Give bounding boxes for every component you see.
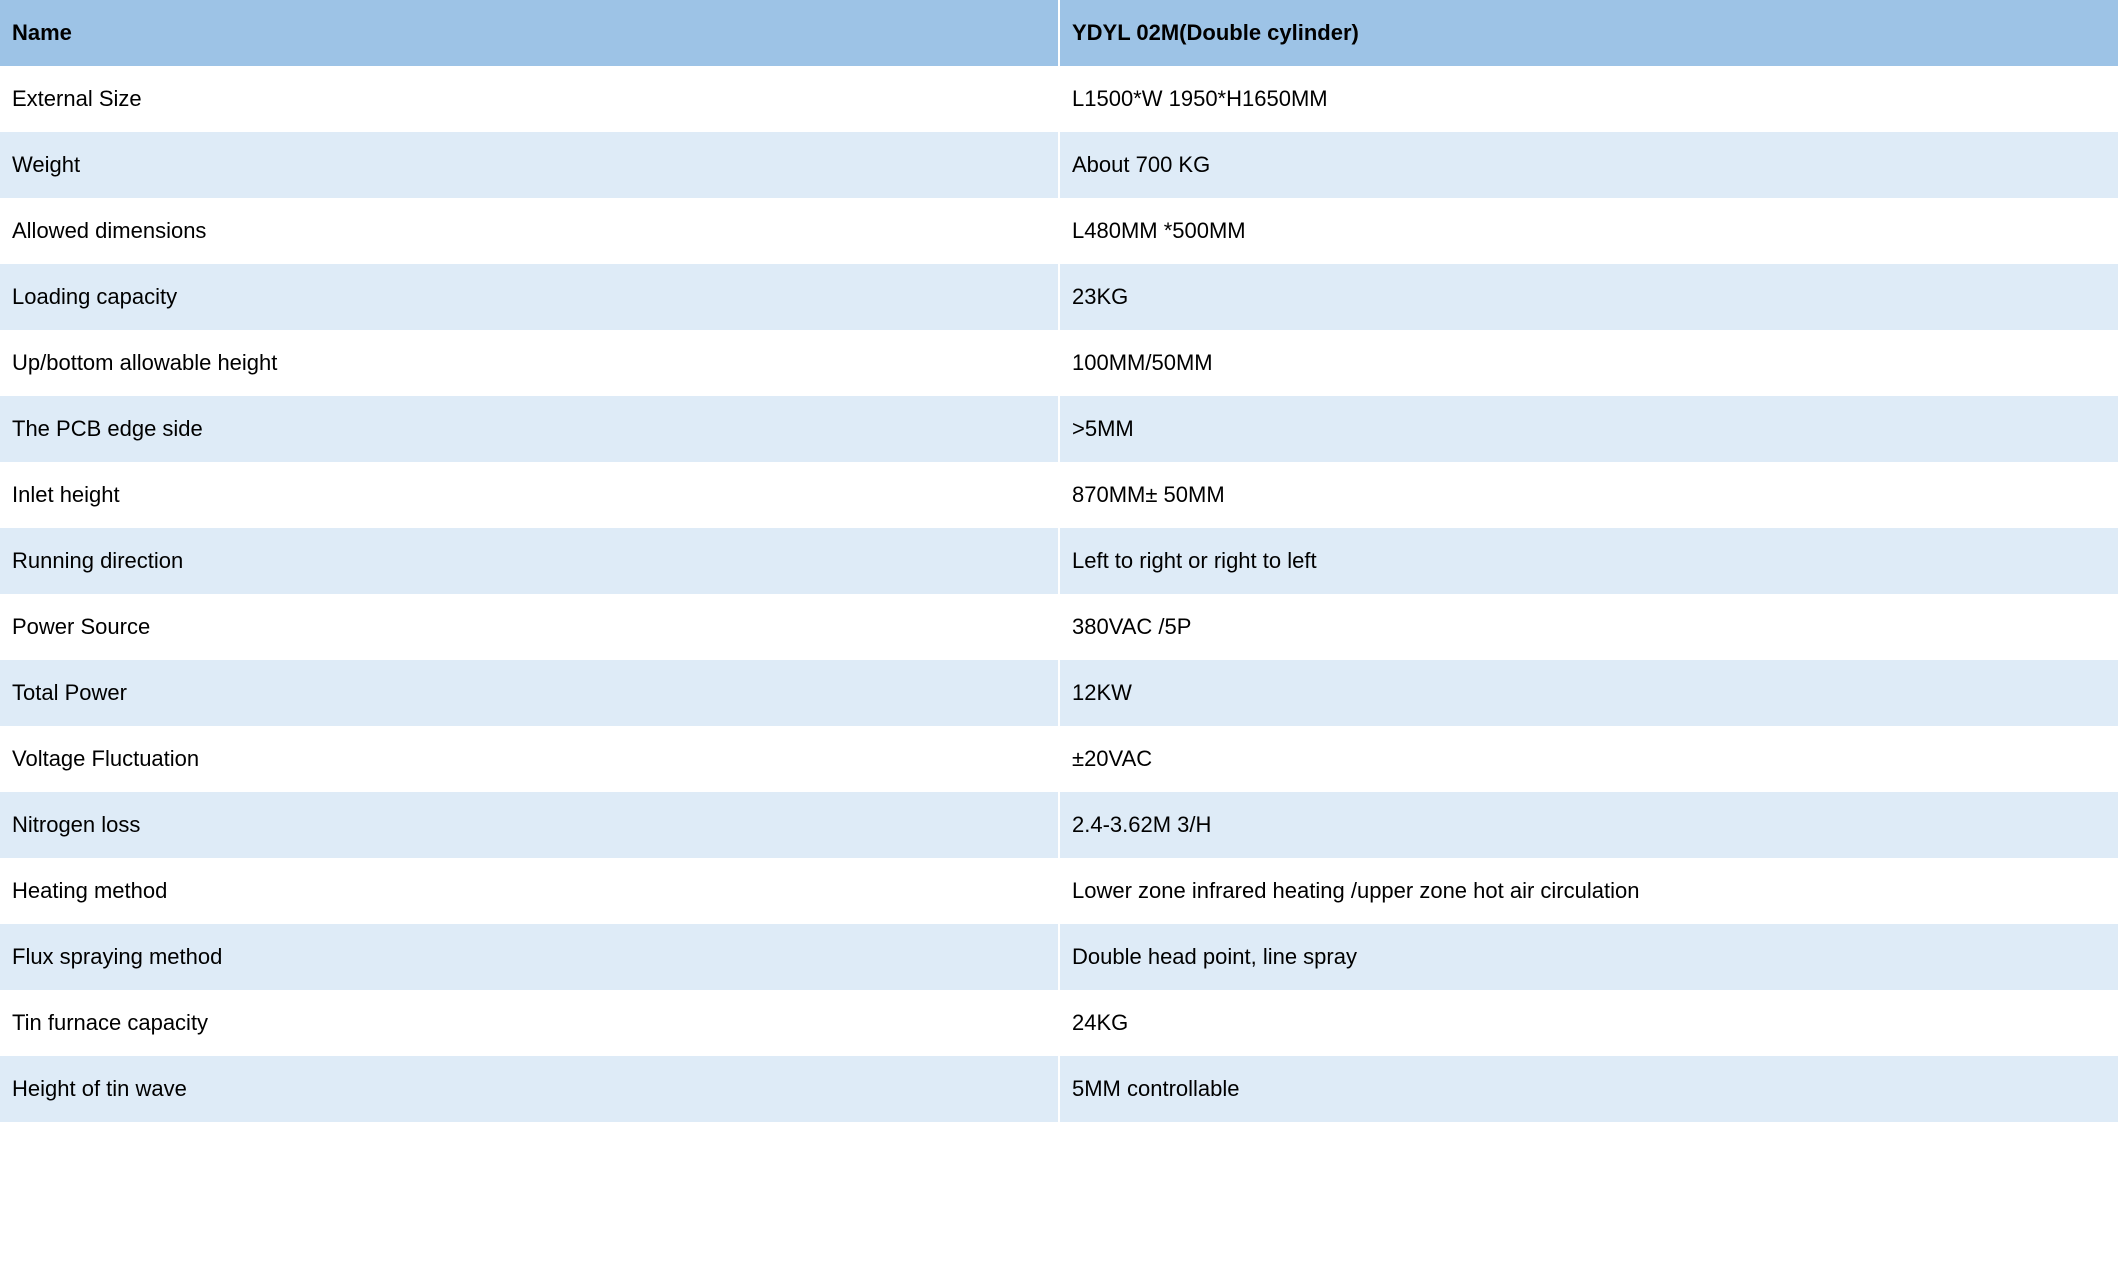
table-row: Voltage Fluctuation ±20VAC bbox=[0, 726, 2118, 792]
spec-name: Up/bottom allowable height bbox=[0, 330, 1059, 396]
spec-value: 2.4-3.62M 3/H bbox=[1059, 792, 2118, 858]
spec-value: About 700 KG bbox=[1059, 132, 2118, 198]
specification-table: Name YDYL 02M(Double cylinder) External … bbox=[0, 0, 2118, 1122]
spec-value: Lower zone infrared heating /upper zone … bbox=[1059, 858, 2118, 924]
spec-name: Inlet height bbox=[0, 462, 1059, 528]
spec-name: Height of tin wave bbox=[0, 1056, 1059, 1122]
table-row: Tin furnace capacity 24KG bbox=[0, 990, 2118, 1056]
table-row: Inlet height 870MM± 50MM bbox=[0, 462, 2118, 528]
table-row: Allowed dimensions L480MM *500MM bbox=[0, 198, 2118, 264]
spec-value: Left to right or right to left bbox=[1059, 528, 2118, 594]
table-row: Running direction Left to right or right… bbox=[0, 528, 2118, 594]
spec-value: 100MM/50MM bbox=[1059, 330, 2118, 396]
spec-value: 24KG bbox=[1059, 990, 2118, 1056]
spec-value: 23KG bbox=[1059, 264, 2118, 330]
spec-name: Allowed dimensions bbox=[0, 198, 1059, 264]
table-row: Loading capacity 23KG bbox=[0, 264, 2118, 330]
header-row: Name YDYL 02M(Double cylinder) bbox=[0, 0, 2118, 66]
table-row: External Size L1500*W 1950*H1650MM bbox=[0, 66, 2118, 132]
table-row: Height of tin wave 5MM controllable bbox=[0, 1056, 2118, 1122]
spec-value: ±20VAC bbox=[1059, 726, 2118, 792]
spec-name: Nitrogen loss bbox=[0, 792, 1059, 858]
spec-value: Double head point, line spray bbox=[1059, 924, 2118, 990]
spec-name: Total Power bbox=[0, 660, 1059, 726]
header-value: YDYL 02M(Double cylinder) bbox=[1059, 0, 2118, 66]
header-name: Name bbox=[0, 0, 1059, 66]
spec-name: Flux spraying method bbox=[0, 924, 1059, 990]
table-row: Heating method Lower zone infrared heati… bbox=[0, 858, 2118, 924]
table-header: Name YDYL 02M(Double cylinder) bbox=[0, 0, 2118, 66]
spec-name: Running direction bbox=[0, 528, 1059, 594]
spec-value: 380VAC /5P bbox=[1059, 594, 2118, 660]
spec-name: Weight bbox=[0, 132, 1059, 198]
spec-value: 12KW bbox=[1059, 660, 2118, 726]
table-row: Flux spraying method Double head point, … bbox=[0, 924, 2118, 990]
table-body: External Size L1500*W 1950*H1650MM Weigh… bbox=[0, 66, 2118, 1122]
table-row: The PCB edge side >5MM bbox=[0, 396, 2118, 462]
spec-value: >5MM bbox=[1059, 396, 2118, 462]
spec-name: Power Source bbox=[0, 594, 1059, 660]
spec-value: L1500*W 1950*H1650MM bbox=[1059, 66, 2118, 132]
spec-value: L480MM *500MM bbox=[1059, 198, 2118, 264]
spec-value: 870MM± 50MM bbox=[1059, 462, 2118, 528]
table-row: Up/bottom allowable height 100MM/50MM bbox=[0, 330, 2118, 396]
table-row: Power Source 380VAC /5P bbox=[0, 594, 2118, 660]
spec-name: The PCB edge side bbox=[0, 396, 1059, 462]
spec-name: Voltage Fluctuation bbox=[0, 726, 1059, 792]
table-row: Nitrogen loss 2.4-3.62M 3/H bbox=[0, 792, 2118, 858]
spec-name: External Size bbox=[0, 66, 1059, 132]
spec-name: Heating method bbox=[0, 858, 1059, 924]
table-row: Weight About 700 KG bbox=[0, 132, 2118, 198]
spec-value: 5MM controllable bbox=[1059, 1056, 2118, 1122]
table-row: Total Power 12KW bbox=[0, 660, 2118, 726]
spec-name: Loading capacity bbox=[0, 264, 1059, 330]
spec-name: Tin furnace capacity bbox=[0, 990, 1059, 1056]
